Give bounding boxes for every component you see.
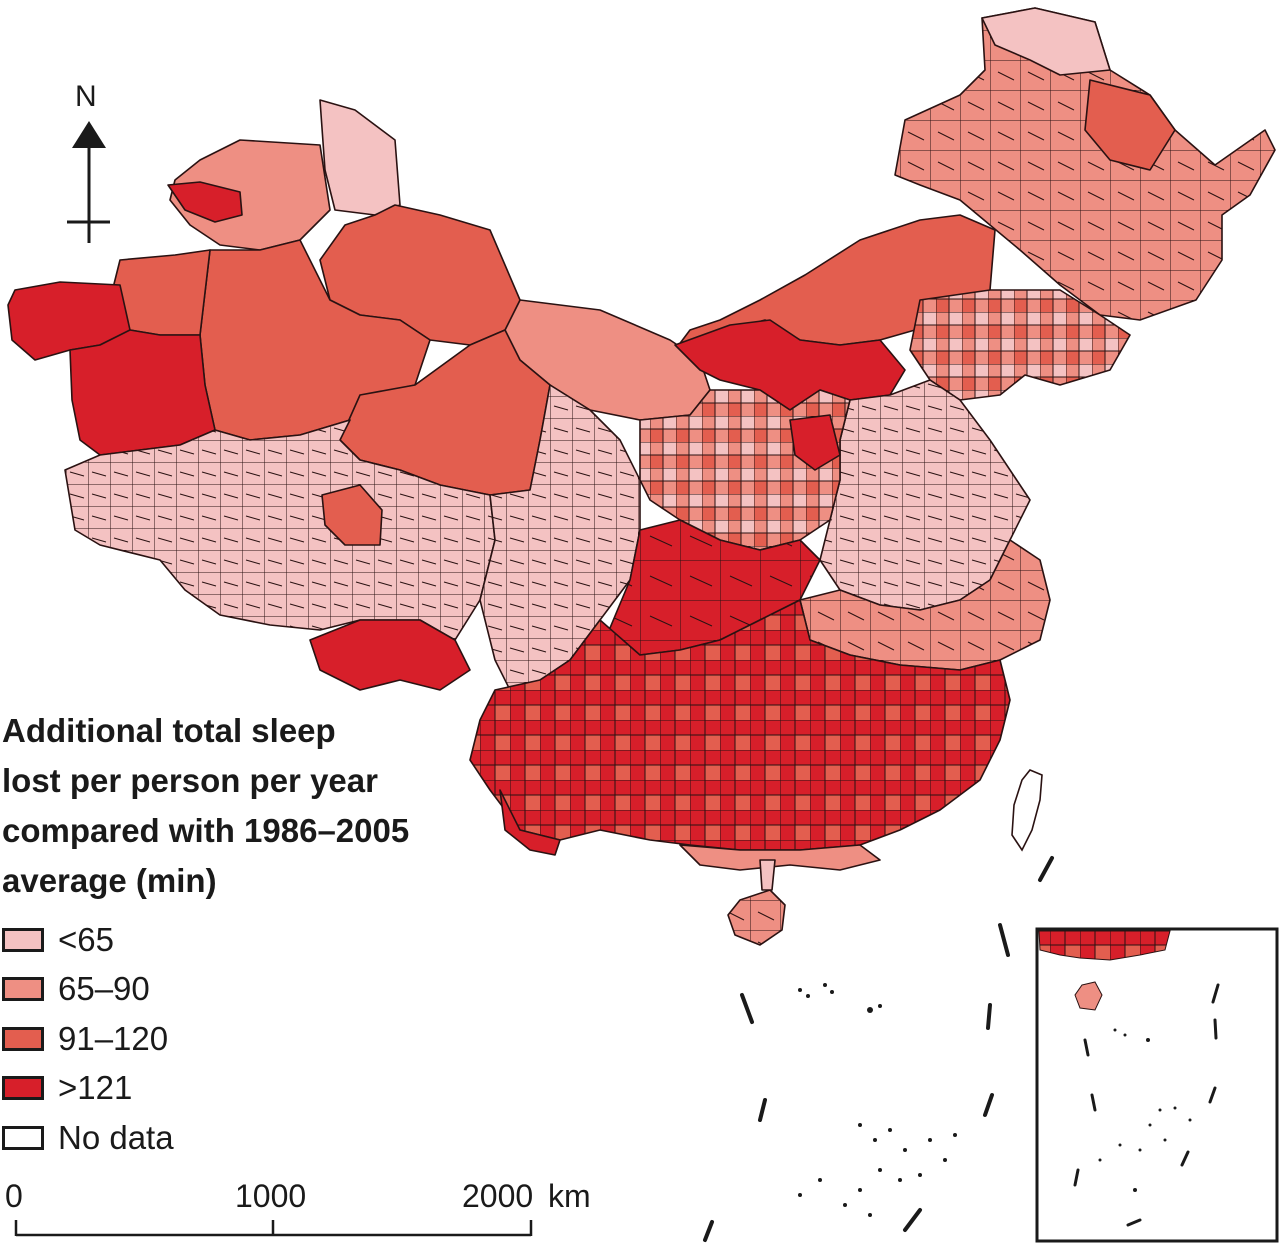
legend-swatch bbox=[2, 977, 44, 1002]
legend-label: <65 bbox=[58, 920, 114, 958]
region-shanxi-high bbox=[789, 414, 841, 471]
legend-label: >121 bbox=[58, 1069, 133, 1107]
region-xinjiang-north bbox=[169, 139, 331, 251]
legend: <65 65–90 91–120 >121 No data bbox=[2, 915, 174, 1163]
scale-tick-0: 0 bbox=[5, 1178, 23, 1214]
region-northeast-light bbox=[981, 7, 1111, 76]
legend-swatch bbox=[2, 927, 44, 952]
province-regions bbox=[7, 7, 1276, 946]
north-label: N bbox=[75, 80, 97, 113]
region-yunnan-south bbox=[499, 789, 561, 856]
region-hainan bbox=[727, 889, 786, 946]
region-xinjiang-north-light bbox=[319, 99, 401, 216]
region-xinjiang-northwest-top bbox=[167, 181, 243, 223]
legend-title: Additional total sleep lost per person p… bbox=[2, 706, 472, 906]
legend-title-line: average (min) bbox=[2, 862, 217, 899]
legend-title-line: lost per person per year bbox=[2, 762, 378, 799]
scale-bar bbox=[14, 1220, 533, 1237]
legend-title-line: Additional total sleep bbox=[2, 712, 336, 749]
region-northeast-high bbox=[1084, 79, 1176, 171]
inset-map bbox=[1035, 927, 1279, 1243]
legend-item: 91–120 bbox=[2, 1014, 174, 1064]
legend-label: 65–90 bbox=[58, 970, 150, 1008]
legend-label: 91–120 bbox=[58, 1019, 169, 1057]
nine-dash-line bbox=[703, 856, 1054, 1242]
region-guangdong-coast bbox=[679, 844, 881, 871]
legend-swatch bbox=[2, 1125, 44, 1150]
scale-unit: km bbox=[548, 1178, 591, 1214]
north-arrow bbox=[67, 121, 110, 243]
region-kashgar bbox=[69, 329, 216, 456]
legend-item: >121 bbox=[2, 1064, 174, 1114]
legend-title-line: compared with 1986–2005 bbox=[2, 812, 410, 849]
taiwan-outline bbox=[1011, 769, 1043, 852]
south-china-sea-islands bbox=[798, 983, 957, 1217]
legend-item: No data bbox=[2, 1113, 174, 1163]
scale-tick-2000: 2000 bbox=[462, 1178, 534, 1214]
legend-label: No data bbox=[58, 1118, 174, 1156]
region-tibet-south bbox=[309, 619, 471, 691]
region-leizhou bbox=[759, 859, 776, 891]
legend-swatch bbox=[2, 1026, 44, 1051]
scale-tick-1000: 1000 bbox=[235, 1178, 307, 1214]
legend-item: 65–90 bbox=[2, 965, 174, 1015]
region-tibet-island bbox=[321, 484, 383, 546]
legend-item: <65 bbox=[2, 915, 174, 965]
legend-swatch bbox=[2, 1076, 44, 1101]
